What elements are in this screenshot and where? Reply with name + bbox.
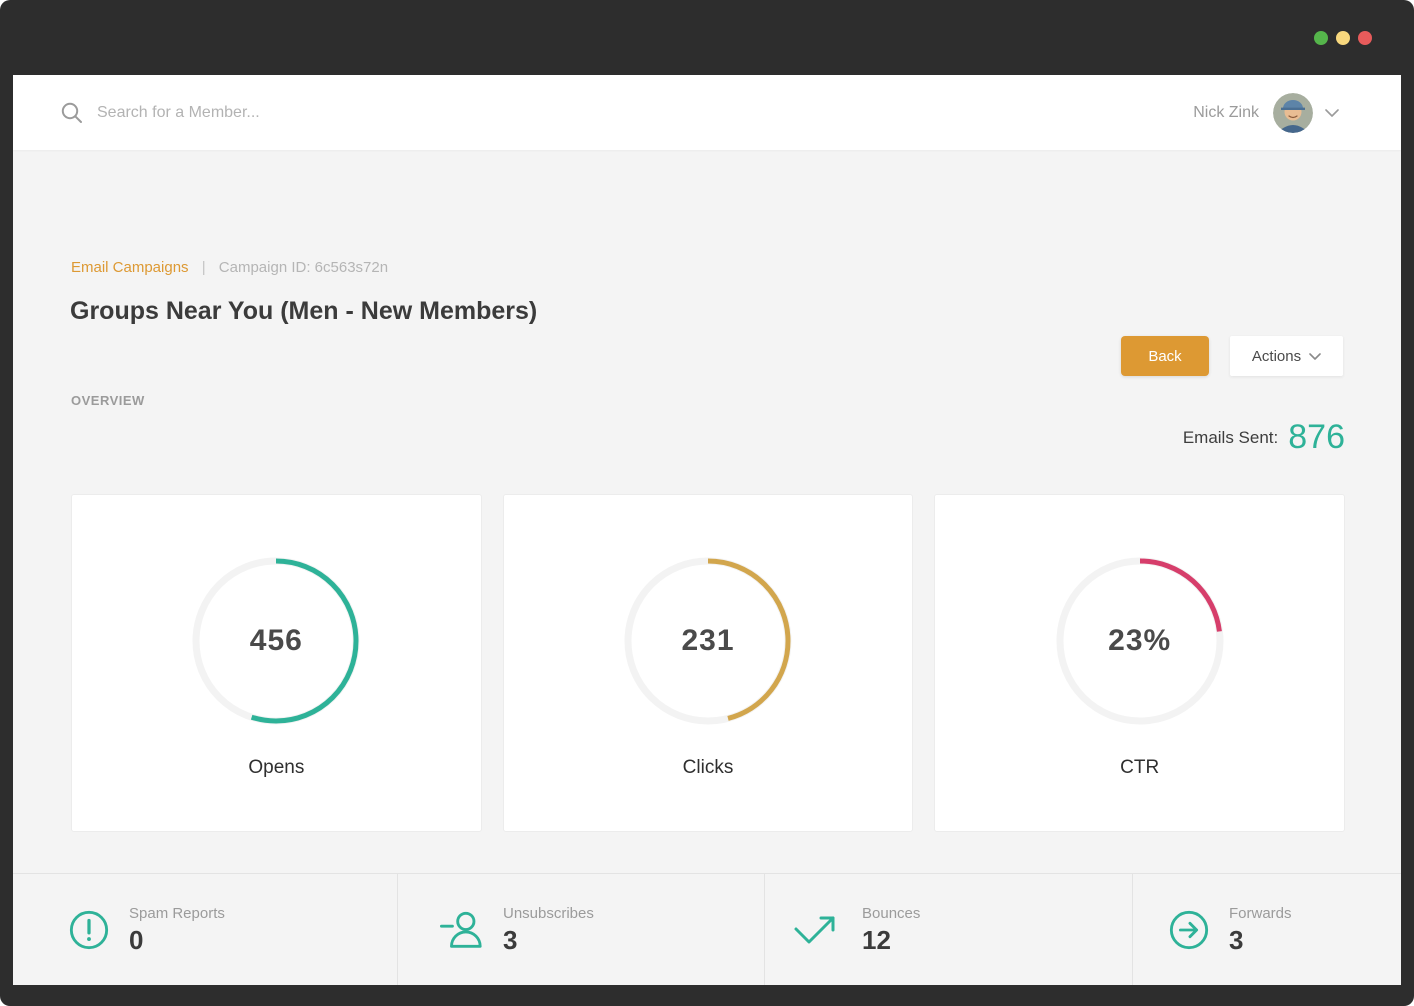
app-window: Nick Zink [13,75,1401,985]
breadcrumb-campaign-id: Campaign ID: 6c563s72n [218,259,389,276]
metric-value-opens: 456 [249,624,303,657]
page-title: Groups Near You (Men - New Members) [70,297,538,325]
metric-card-opens: 456 Opens [71,494,482,832]
stat-label: Spam Reports [129,904,225,922]
arrow-right-circle-icon [1169,910,1209,950]
emails-sent-value: 876 [1288,418,1345,456]
back-button[interactable]: Back [1121,336,1209,376]
emails-sent: Emails Sent: 876 [1183,418,1345,457]
donut-chart-clicks: 231 [618,551,798,731]
user-name: Nick Zink [1193,103,1259,121]
search-bar [13,101,1193,125]
overview-label: OVERVIEW [71,393,145,408]
stat-forwards: Forwards 3 [1133,874,1401,985]
metric-label-ctr: CTR [1120,757,1160,778]
metric-label-clicks: Clicks [682,757,734,778]
stat-label: Bounces [862,904,921,922]
search-input[interactable] [97,103,697,122]
metric-card-ctr: 23% CTR [934,494,1346,832]
titlebar [0,0,1414,75]
toolbar: Back Actions [1121,336,1343,376]
avatar[interactable] [1273,92,1313,133]
donut-arc-clicks [625,558,791,724]
search-icon[interactable] [60,101,84,125]
stat-text: Spam Reports 0 [129,905,225,956]
donut-chart-ctr: 23% [1050,551,1230,731]
stat-value: 3 [503,924,518,955]
stat-label: Forwards [1229,904,1292,922]
stat-text: Bounces 12 [862,905,920,956]
stats-row: Spam Reports 0 Unsubscribes 3 [13,873,1401,985]
metric-label-opens: Opens [248,757,305,778]
trend-up-arrow-icon [794,916,835,944]
stat-bounces: Bounces 12 [765,874,1133,985]
metric-cards: 456 Opens 231 Clicks [71,494,1346,832]
breadcrumb: Email Campaigns | Campaign ID: 6c563s72n [71,259,388,276]
breadcrumb-separator: | [201,259,206,276]
stat-value: 12 [862,924,891,955]
stat-label: Unsubscribes [503,904,594,922]
content: Email Campaigns | Campaign ID: 6c563s72n… [13,150,1401,985]
donut-arc-opens [193,558,359,724]
chevron-down-icon [1309,352,1321,360]
stat-value: 3 [1229,924,1244,955]
stat-text: Forwards 3 [1229,905,1292,956]
stat-unsubscribes: Unsubscribes 3 [398,874,765,985]
traffic-lights [1314,31,1372,45]
traffic-light-yellow[interactable] [1336,31,1350,45]
metric-value-ctr: 23% [1108,624,1172,657]
top-header: Nick Zink [13,75,1401,150]
donut-chart-opens: 456 [186,551,366,731]
alert-circle-icon [69,910,109,950]
metric-value-clicks: 231 [681,624,735,657]
breadcrumb-email-campaigns[interactable]: Email Campaigns [71,259,189,276]
actions-button[interactable]: Actions [1230,336,1343,376]
stat-spam-reports: Spam Reports 0 [13,874,398,985]
stat-text: Unsubscribes 3 [503,905,594,956]
chevron-down-icon [1325,108,1339,117]
person-minus-icon [440,911,482,948]
avatar-photo [1273,92,1313,133]
stat-value: 0 [129,924,144,955]
traffic-light-green[interactable] [1314,31,1328,45]
user-menu[interactable]: Nick Zink [1193,92,1401,133]
traffic-light-red[interactable] [1358,31,1372,45]
metric-card-clicks: 231 Clicks [502,494,914,832]
actions-label: Actions [1251,347,1302,365]
emails-sent-label: Emails Sent: [1182,427,1279,447]
